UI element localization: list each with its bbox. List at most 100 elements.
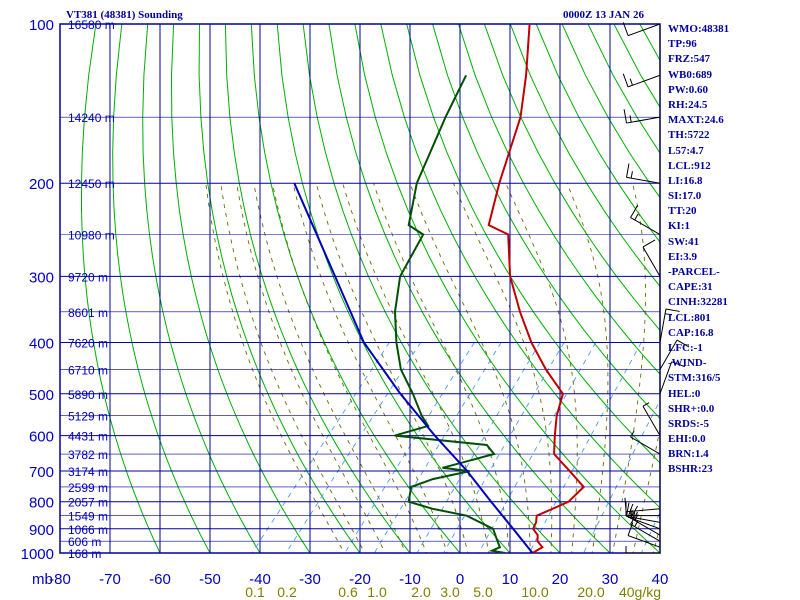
barb-staff bbox=[630, 436, 661, 455]
dewpoint-line bbox=[393, 74, 506, 553]
dry-adiabat bbox=[328, 24, 611, 553]
index-panel: WMO:48381 TP:96 FRZ:547 WB0:689 PW:0.60 RH:24… bbox=[668, 22, 798, 478]
temperature-tick-label: 20 bbox=[552, 571, 569, 588]
height-label: 14240 m bbox=[68, 111, 115, 125]
temperature-line bbox=[487, 24, 586, 553]
index-line: LCL:801 bbox=[668, 311, 711, 324]
wind-barb bbox=[626, 502, 661, 523]
index-line: RH:24.5 bbox=[668, 98, 708, 111]
moist-adiabat bbox=[505, 183, 578, 553]
index-line: CAPE:31 bbox=[668, 281, 713, 294]
index-line: TT:20 bbox=[668, 205, 697, 218]
dry-adiabat bbox=[224, 24, 411, 553]
height-label: 10980 m bbox=[68, 229, 115, 243]
index-line: -WIND- bbox=[668, 357, 707, 370]
pressure-label: 400 bbox=[29, 335, 54, 352]
height-label: 16580 m bbox=[68, 18, 115, 32]
index-line: EHI:0.0 bbox=[668, 433, 706, 446]
index-line: CAP:16.8 bbox=[668, 326, 714, 339]
index-line: EI:3.9 bbox=[668, 250, 698, 263]
mixing-ratio-line bbox=[373, 342, 502, 553]
wind-barb bbox=[630, 430, 661, 455]
mixing-ratio-line bbox=[416, 342, 541, 553]
temperature-tick-label: -60 bbox=[149, 571, 171, 588]
mixing-ratio-line bbox=[528, 342, 642, 553]
moist-adiabat bbox=[292, 183, 448, 553]
index-line: CINH:32281 bbox=[668, 296, 728, 309]
pressure-label: 200 bbox=[29, 176, 54, 193]
index-line: WMO:48381 bbox=[668, 23, 730, 35]
mixing-ratio-label: 3.0 bbox=[440, 584, 460, 600]
temperature-tick-label: -10 bbox=[399, 571, 421, 588]
index-line: L57:4.7 bbox=[668, 144, 704, 157]
dry-adiabat bbox=[380, 24, 660, 509]
height-label: 606 m bbox=[68, 535, 101, 549]
mixing-ratio-label: 1.0 bbox=[367, 584, 387, 600]
dry-adiabat bbox=[354, 24, 660, 553]
mixing-ratio-label: 20.0 bbox=[577, 584, 604, 600]
pressure-label: 300 bbox=[29, 269, 54, 286]
barb-flag bbox=[671, 361, 685, 368]
barb-flag bbox=[634, 213, 639, 221]
dry-adiabat bbox=[112, 24, 211, 553]
barb-staff bbox=[626, 116, 661, 124]
wind-barb bbox=[622, 73, 661, 88]
barb-flag bbox=[629, 78, 633, 86]
barb-flag bbox=[624, 497, 627, 512]
wind-barb bbox=[624, 497, 661, 513]
index-line: BSHR:23 bbox=[668, 463, 713, 476]
wind-barb bbox=[625, 546, 660, 554]
wind-barb bbox=[659, 308, 680, 343]
temperature-tick-label: 30 bbox=[602, 571, 619, 588]
height-label: 12450 m bbox=[68, 177, 115, 191]
barb-staff bbox=[659, 308, 667, 343]
temperature-tick-label: 10 bbox=[502, 571, 519, 588]
dry-adiabat bbox=[142, 24, 261, 553]
temperature-tick-label: -80 bbox=[49, 571, 71, 588]
barb-staff bbox=[627, 516, 661, 530]
barb-staff bbox=[627, 535, 661, 548]
barb-flag bbox=[626, 163, 630, 178]
barb-flag bbox=[642, 239, 656, 248]
pressure-label: 900 bbox=[29, 522, 54, 539]
index-line: WB0:689 bbox=[668, 68, 712, 81]
height-label: 1066 m bbox=[68, 523, 108, 537]
mixing-ratio-label: 5.0 bbox=[473, 584, 493, 600]
barb-flag bbox=[623, 109, 628, 124]
moist-adiabat bbox=[315, 183, 469, 553]
dry-adiabat bbox=[458, 24, 660, 375]
sounding-time: 0000Z 13 JAN 26 bbox=[563, 9, 644, 21]
index-line: HEL:0 bbox=[668, 387, 701, 400]
mixing-ratio-line bbox=[344, 342, 475, 553]
wind-barb bbox=[659, 339, 690, 370]
temperature-tick-label: 40 bbox=[652, 571, 669, 588]
barb-staff bbox=[630, 517, 661, 536]
mixing-ratio-line bbox=[285, 342, 421, 553]
wind-barb bbox=[630, 205, 661, 235]
height-label: 3782 m bbox=[68, 448, 108, 462]
index-line: TP:96 bbox=[668, 38, 697, 51]
moist-adiabat bbox=[409, 183, 531, 553]
index-line: STM:316/5 bbox=[668, 372, 721, 385]
barb-flag bbox=[634, 520, 639, 527]
parcel-line bbox=[293, 182, 534, 553]
mixing-ratio-line bbox=[251, 342, 390, 553]
pressure-label: 800 bbox=[29, 495, 54, 512]
wind-barb bbox=[622, 22, 661, 37]
temperature-tick-label: -20 bbox=[349, 571, 371, 588]
index-line: MAXT:24.6 bbox=[668, 114, 724, 127]
index-line: SRDS:-5 bbox=[668, 417, 709, 430]
barb-flag bbox=[626, 502, 630, 517]
mixing-ratio-line bbox=[583, 399, 660, 553]
index-line: TH:5722 bbox=[668, 129, 710, 142]
height-label: 9720 m bbox=[68, 270, 108, 284]
temperature-tick-label: -50 bbox=[199, 571, 221, 588]
height-label: 4431 m bbox=[68, 430, 108, 444]
barb-staff bbox=[627, 74, 661, 88]
barb-staff bbox=[659, 339, 678, 370]
temperature-tick-label: 0 bbox=[456, 571, 464, 588]
wind-barb bbox=[642, 402, 661, 436]
moist-adiabat bbox=[253, 183, 407, 553]
moist-adiabat bbox=[205, 183, 345, 553]
barb-flag bbox=[630, 205, 638, 218]
